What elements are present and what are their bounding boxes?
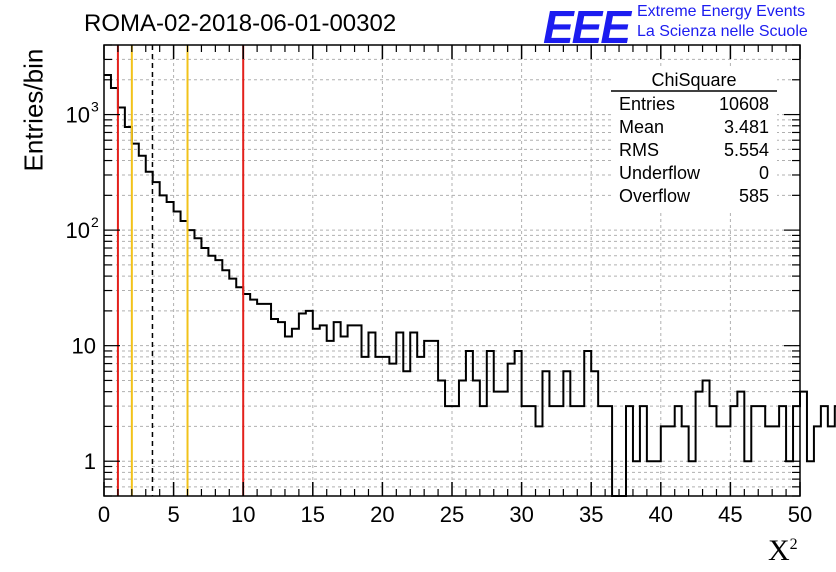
histogram-line: [104, 74, 836, 497]
stats-value: 0: [759, 163, 769, 183]
y-tick-label: 1: [84, 449, 96, 474]
logo-line-2: La Scienza nelle Scuole: [637, 23, 808, 40]
stats-label: Entries: [619, 94, 675, 114]
chart-title: ROMA-02-2018-06-01-00302: [84, 10, 397, 37]
stats-label: Mean: [619, 117, 664, 137]
x-tick-label: 15: [301, 502, 325, 527]
x-tick-label: 35: [579, 502, 603, 527]
stats-label: Underflow: [619, 163, 701, 183]
stats-value: 10608: [719, 94, 769, 114]
stats-box: ChiSquare Entries 10608 Mean 3.481 RMS 5.554 Un…: [611, 67, 777, 210]
x-axis-label: X2: [768, 534, 798, 567]
x-tick-label: 30: [509, 502, 533, 527]
stats-value: 5.554: [724, 140, 769, 160]
x-ticks: 0 5 10 15 20 25 30 35 40 45 50: [98, 45, 812, 527]
marker-lines: [116, 45, 245, 496]
y-tick-exponent: 3: [91, 99, 99, 115]
stats-label: RMS: [619, 140, 659, 160]
x-tick-label: 25: [440, 502, 464, 527]
x-tick-label: 45: [718, 502, 742, 527]
grid: [104, 45, 800, 496]
y-tick-label: 10: [72, 334, 96, 359]
x-tick-label: 10: [231, 502, 255, 527]
x-tick-label: 50: [788, 502, 812, 527]
logo-line-1: Extreme Energy Events: [637, 3, 806, 20]
stats-label: Overflow: [619, 186, 691, 206]
eee-logo: EEE: [543, 1, 631, 53]
x-tick-label: 5: [167, 502, 179, 527]
y-tick-label: 10: [66, 103, 90, 128]
stats-value: 585: [739, 186, 769, 206]
stats-value: 3.481: [724, 117, 769, 137]
x-tick-label: 0: [98, 502, 110, 527]
y-tick-label: 10: [66, 218, 90, 243]
stats-name: ChiSquare: [651, 70, 736, 90]
x-tick-label: 20: [370, 502, 394, 527]
histogram: [104, 74, 836, 497]
y-axis-label: Entries/bin: [18, 48, 49, 172]
x-tick-label: 40: [649, 502, 673, 527]
y-tick-exponent: 2: [91, 214, 99, 230]
